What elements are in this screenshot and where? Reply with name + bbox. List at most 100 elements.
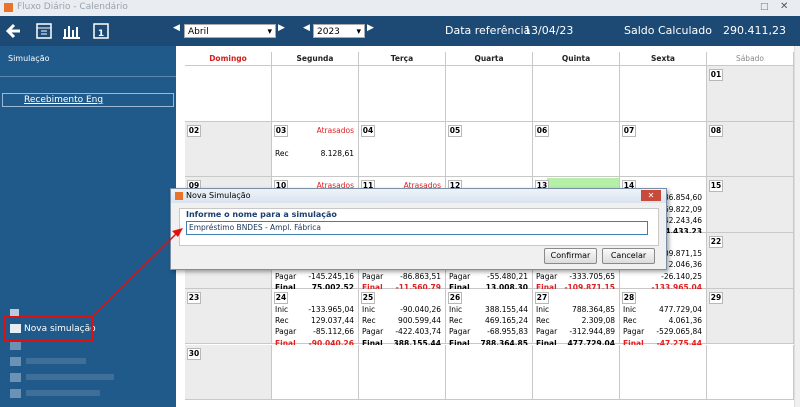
dialog-titlebar: Nova Simulação ✕ xyxy=(171,189,666,203)
day-cell[interactable]: 02 xyxy=(185,121,272,178)
month-select[interactable]: Abril ▾ xyxy=(184,24,276,38)
day-number: 22 xyxy=(709,236,723,249)
row-value: 13.008,30 xyxy=(485,282,528,292)
amount-row: Final 388.155,44 xyxy=(362,338,441,349)
row-value: 900.599,44 xyxy=(398,316,441,326)
weekday-header: Domingo xyxy=(185,52,272,66)
amount-row: -133.965,04 xyxy=(623,282,702,293)
calendar-button[interactable] xyxy=(36,23,52,39)
row-value: -90.040,26 xyxy=(308,338,354,348)
row-value: 2.046,36 xyxy=(668,260,702,270)
chart-button[interactable] xyxy=(63,26,80,39)
month: Abril xyxy=(188,27,209,37)
day-cell[interactable]: 06 xyxy=(533,121,620,178)
day-cell[interactable]: 24 Inic -133.965,04 Rec 129.037,44 Pagar -85.1… xyxy=(272,288,359,348)
row-label: Final xyxy=(536,338,557,348)
day-cell[interactable]: 29 xyxy=(707,288,794,345)
today-button[interactable] xyxy=(93,23,109,39)
amount-row: Final 13.008,30 xyxy=(449,282,528,293)
row-value: 286.854,60 xyxy=(659,193,702,203)
day-cell[interactable]: 03 Atrasados Rec 8.128,61 xyxy=(272,121,359,178)
prev-year[interactable]: ◀ xyxy=(303,23,310,33)
row-value: -47.275,44 xyxy=(656,338,702,348)
sidebar-title: Simulação xyxy=(8,54,50,63)
day-number: 04 xyxy=(361,124,375,137)
amount-row: Rec 900.599,44 xyxy=(362,315,441,326)
menu-icon xyxy=(10,309,19,317)
new-simulation[interactable]: Nova simulação xyxy=(24,324,96,334)
confirm-button[interactable]: Confirmar xyxy=(544,248,597,264)
day-number: 06 xyxy=(535,124,549,137)
scrollbar[interactable] xyxy=(794,46,800,407)
day-cell xyxy=(620,66,707,122)
year-select[interactable]: 2023 ▾ xyxy=(313,24,365,38)
amount-row: -26.140,25 xyxy=(623,271,702,282)
close-button[interactable]: ✕ xyxy=(780,1,789,12)
day-number: 23 xyxy=(187,291,201,304)
amount-row: Rec 2.309,08 xyxy=(536,315,615,326)
day-cell xyxy=(707,344,794,401)
disabled-icon xyxy=(10,341,21,350)
row-value: -55.480,21 xyxy=(487,271,528,281)
row-label: Pagar xyxy=(536,271,558,281)
row-value: 8.128,61 xyxy=(320,148,354,158)
row-value: -133.965,04 xyxy=(308,304,354,314)
row-value: -68.955,83 xyxy=(487,327,528,337)
row-value: -109.871,15 xyxy=(656,249,702,259)
day-cell[interactable]: 07 xyxy=(620,121,707,178)
day-cell[interactable]: 25 Inic -90.040,26 Rec 900.599,44 Pagar -422.4… xyxy=(359,288,446,348)
row-value: -26.140,25 xyxy=(661,271,702,281)
day-number: 25 xyxy=(361,291,375,304)
row-value: 788.364,85 xyxy=(572,304,615,314)
weekday-header: Quinta xyxy=(533,52,620,66)
day-cell[interactable]: 27 Inic 788.364,85 Rec 2.309,08 Pagar -312.944… xyxy=(533,288,620,348)
back-button[interactable] xyxy=(5,23,20,39)
simulation-item[interactable]: Recebimento Eng xyxy=(2,93,174,107)
day-cell[interactable]: 01 xyxy=(707,66,794,122)
row-value: 14.433,23 xyxy=(659,227,702,237)
day-number: 03 xyxy=(274,124,288,137)
row-label: Final xyxy=(449,282,470,292)
day-number: 26 xyxy=(448,291,462,304)
row-value: -85.112,66 xyxy=(313,327,354,337)
next-year[interactable]: ▶ xyxy=(367,23,374,33)
day-number: 02 xyxy=(187,124,201,137)
day-cell[interactable]: 26 Inic 388.155,44 Rec 469.165,24 Pagar -68.95… xyxy=(446,288,533,348)
day-cell xyxy=(359,344,446,401)
disabled-icon xyxy=(10,389,21,398)
weekday-header: Sábado xyxy=(707,52,794,66)
amount-row: Pagar -312.944,89 xyxy=(536,326,615,337)
row-label: Pagar xyxy=(362,327,384,337)
amount-row: Pagar -333.705,65 xyxy=(536,271,615,282)
amount-row: Pagar -55.480,21 xyxy=(449,271,528,282)
sidebar: Simulação Recebimento Eng Nova simulação xyxy=(0,46,176,407)
next-month[interactable]: ▶ xyxy=(278,23,285,33)
day-number: 01 xyxy=(709,69,723,81)
day-cell[interactable]: 05 xyxy=(446,121,533,178)
simulation-name-input[interactable]: Empréstimo BNDES - Ampl. Fábrica xyxy=(186,221,648,235)
day-cell[interactable]: 28 Inic 477.729,04 Rec 4.061,36 Pagar -529.065… xyxy=(620,288,707,348)
day-cell[interactable]: 04 xyxy=(359,121,446,178)
window-title: Fluxo Diário - Calendário xyxy=(17,2,128,12)
amount-row: Inic -90.040,26 xyxy=(362,304,441,315)
cancel-button[interactable]: Cancelar xyxy=(602,248,655,264)
amount-row: 14.433,23 xyxy=(623,226,702,237)
maximize-button[interactable]: □ xyxy=(760,2,769,12)
day-cell[interactable]: 30 xyxy=(185,344,272,401)
day-cell[interactable]: 08 xyxy=(707,121,794,178)
day-cell[interactable]: 15 xyxy=(707,177,794,234)
title-bar: Fluxo Diário - Calendário □ ✕ xyxy=(0,0,800,17)
amount-row: 286.854,60 xyxy=(623,192,702,203)
amount-row: Pagar -85.112,66 xyxy=(275,326,354,337)
amount-row: Inic 788.364,85 xyxy=(536,304,615,315)
row-value: -312.944,89 xyxy=(569,327,615,337)
today-highlight xyxy=(547,178,619,189)
amount-row: Pagar -145.245,16 xyxy=(275,271,354,282)
prev-month[interactable]: ◀ xyxy=(173,23,180,33)
day-cell[interactable]: 22 xyxy=(707,233,794,289)
day-cell[interactable]: 23 xyxy=(185,288,272,345)
dialog-close[interactable]: ✕ xyxy=(641,190,661,201)
day-number: 15 xyxy=(709,180,723,193)
row-label: Pagar xyxy=(275,271,297,281)
row-label: Pagar xyxy=(536,327,558,337)
